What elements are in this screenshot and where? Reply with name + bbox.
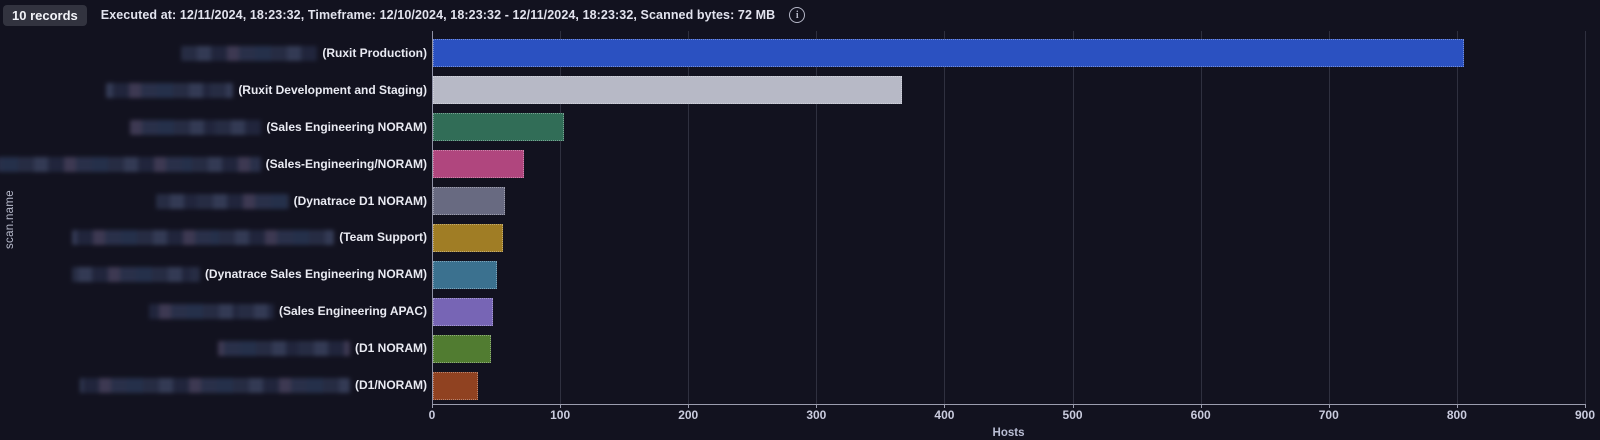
category-label: (Dynatrace D1 NORAM) (293, 193, 427, 208)
category-row-label: (Sales Engineering NORAM) (0, 109, 427, 146)
x-tick-label: 500 (1062, 408, 1083, 422)
category-label: (Ruxit Development and Staging) (238, 82, 427, 97)
x-tick-mark (1072, 404, 1074, 408)
gridline (688, 31, 690, 404)
gridline (816, 31, 818, 404)
x-tick-mark (560, 404, 562, 408)
records-count-badge: 10 records (3, 4, 87, 26)
redacted-label-prefix (106, 82, 234, 98)
y-axis-line (432, 31, 433, 404)
category-label: (Team Support) (339, 230, 427, 245)
gridline (1072, 31, 1074, 404)
gridline (1200, 31, 1202, 404)
redacted-label-prefix (155, 193, 289, 209)
category-row-label: (Ruxit Development and Staging) (0, 72, 427, 109)
category-row-label: (Team Support) (0, 220, 427, 257)
bar[interactable] (433, 150, 524, 179)
category-row-label: (D1 NORAM) (0, 330, 427, 367)
x-tick-label: 400 (934, 408, 955, 422)
x-tick-mark (1200, 404, 1202, 408)
x-tick-label: 200 (678, 408, 699, 422)
bar[interactable] (433, 297, 494, 326)
x-tick-mark (1456, 404, 1458, 408)
bar[interactable] (433, 76, 902, 105)
category-label: (D1/NORAM) (355, 378, 427, 393)
category-label: (Ruxit Production) (322, 45, 427, 60)
category-row-label: (Ruxit Production) (0, 35, 427, 72)
x-axis-line (432, 404, 1586, 405)
x-tick-mark (432, 404, 433, 408)
redacted-label-prefix (148, 304, 274, 320)
category-label: (D1 NORAM) (355, 341, 427, 356)
x-tick-mark (1328, 404, 1330, 408)
result-header: 10 records Executed at: 12/11/2024, 18:2… (0, 0, 1600, 28)
x-axis-title: Hosts (992, 427, 1025, 439)
category-label: (Sales Engineering APAC) (278, 304, 427, 319)
redacted-label-prefix (181, 45, 318, 61)
x-tick-label: 900 (1574, 408, 1596, 422)
bar[interactable] (433, 113, 564, 142)
redacted-label-prefix (72, 230, 335, 246)
bar[interactable] (433, 223, 504, 252)
x-tick-label: 0 (428, 408, 436, 422)
bar[interactable] (433, 371, 478, 400)
bar[interactable] (433, 39, 1465, 68)
gridline (944, 31, 946, 404)
x-tick-mark (1585, 404, 1586, 408)
category-row-label: (Dynatrace D1 NORAM) (0, 183, 427, 220)
redacted-label-prefix (218, 341, 350, 357)
category-label: (Dynatrace Sales Engineering NORAM) (204, 267, 427, 282)
category-row-label: (Sales Engineering APAC) (0, 293, 427, 330)
bar[interactable] (433, 260, 498, 289)
category-label: (Sales Engineering NORAM) (266, 119, 427, 134)
category-label: (Sales-Engineering/NORAM) (265, 156, 427, 171)
execution-meta-text: Executed at: 12/11/2024, 18:23:32, Timef… (100, 8, 776, 22)
x-tick-mark (688, 404, 690, 408)
redacted-label-prefix (80, 378, 350, 394)
x-tick-label: 300 (806, 408, 827, 422)
redacted-label-prefix (71, 267, 200, 283)
category-row-label: (Dynatrace Sales Engineering NORAM) (0, 256, 427, 293)
category-row-label: (Sales-Engineering/NORAM) (0, 146, 427, 183)
x-tick-label: 600 (1190, 408, 1211, 422)
gridline (560, 31, 562, 404)
bar[interactable] (433, 187, 505, 216)
bar[interactable] (433, 334, 491, 363)
gridline (1456, 31, 1458, 404)
info-icon[interactable]: i (789, 7, 806, 23)
redacted-label-prefix (130, 119, 262, 135)
redacted-label-prefix (0, 156, 261, 172)
x-tick-mark (944, 404, 946, 408)
x-tick-label: 100 (550, 408, 571, 422)
gridline (1585, 31, 1586, 404)
gridline (1328, 31, 1330, 404)
x-tick-mark (816, 404, 818, 408)
category-row-label: (D1/NORAM) (0, 367, 427, 404)
x-tick-label: 800 (1446, 408, 1467, 422)
x-tick-label: 700 (1318, 408, 1339, 422)
